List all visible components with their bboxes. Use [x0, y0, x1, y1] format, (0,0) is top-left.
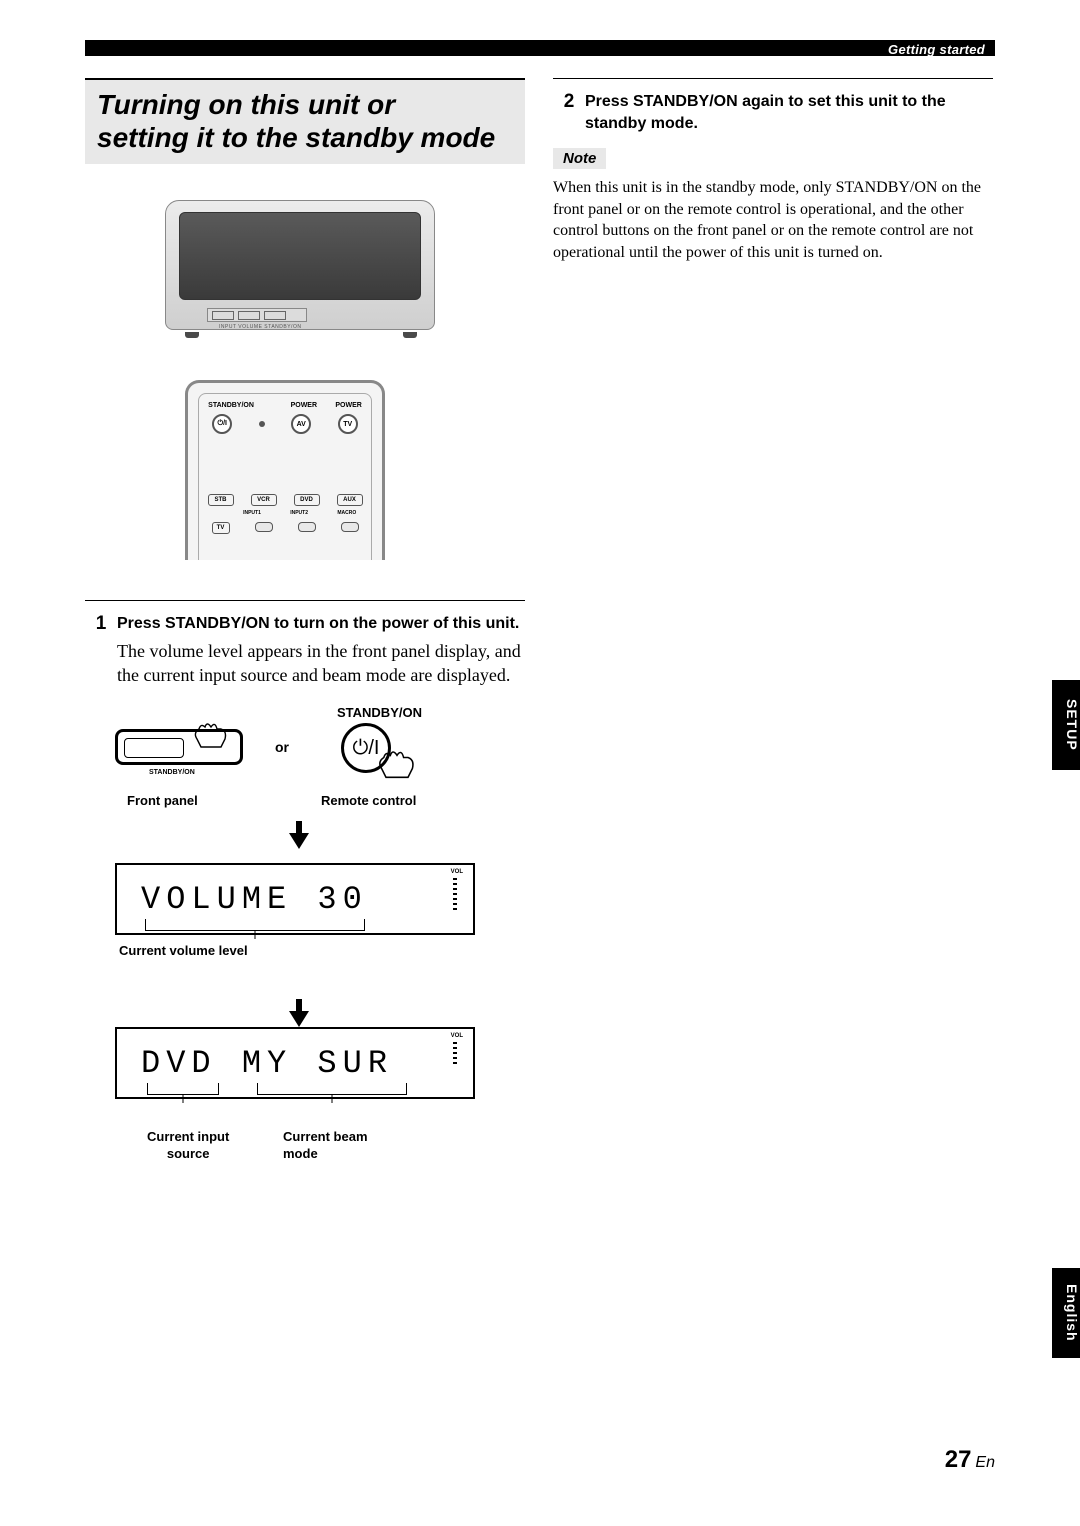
- title-line1: Turning on this unit or: [97, 88, 513, 121]
- step-heading: Press STANDBY/ON to turn on the power of…: [117, 613, 525, 635]
- remote-small-btn: [255, 522, 273, 532]
- caption-input: Current input source: [147, 1129, 229, 1163]
- separator: [85, 600, 525, 601]
- note-label: Note: [553, 148, 606, 169]
- remote-dvd: DVD: [294, 494, 320, 506]
- front-panel-small-label: STANDBY/ON: [149, 769, 195, 776]
- side-tab-setup: SETUP: [1052, 680, 1080, 770]
- remote-label: POWER: [335, 402, 361, 409]
- page-number-value: 27: [945, 1446, 972, 1473]
- front-panel-caption: Front panel: [127, 793, 198, 808]
- remote-led: [259, 421, 265, 427]
- hand-icon: [375, 745, 419, 781]
- device-panel-labels: INPUT VOLUME STANDBY/ON: [219, 324, 301, 330]
- section-title: Turning on this unit or setting it to th…: [85, 78, 525, 164]
- arrow-down-icon: [289, 833, 309, 849]
- note-text: When this unit is in the standby mode, o…: [553, 177, 993, 263]
- arrow-down-icon: [289, 1011, 309, 1027]
- header-bar: Getting started: [85, 40, 995, 56]
- remote-label: POWER: [291, 402, 317, 409]
- remote-small-btn: [298, 522, 316, 532]
- display-text: DVD MY SUR: [141, 1045, 393, 1082]
- step-2: 2 Press STANDBY/ON again to set this uni…: [553, 91, 993, 134]
- remote-tv2: TV: [212, 522, 230, 534]
- step-heading: Press STANDBY/ON again to set this unit …: [585, 91, 993, 134]
- separator: [553, 78, 993, 79]
- remote-vcr: VCR: [251, 494, 277, 506]
- step-1: 1 Press STANDBY/ON to turn on the power …: [85, 613, 525, 687]
- remote-av-btn: AV: [291, 414, 311, 434]
- remote-sublabel: INPUT1: [243, 510, 261, 516]
- step-number: 1: [85, 613, 117, 687]
- step-number: 2: [553, 91, 585, 134]
- display-source: VOL DVD MY SUR: [115, 1027, 475, 1099]
- figure-device-and-remote: INPUT VOLUME STANDBY/ON STANDBY/ON POWER…: [85, 200, 525, 580]
- or-label: or: [275, 739, 289, 755]
- remote-illustration: STANDBY/ON POWER POWER ⏻/I AV TV S: [185, 380, 385, 560]
- page-number: 27En: [945, 1446, 995, 1474]
- remote-tv-btn: TV: [338, 414, 358, 434]
- hand-icon: [191, 719, 231, 749]
- figure-standby-sequence: STANDBY/ON Front panel or STANDBY/ON ⏻/I…: [115, 705, 475, 1175]
- remote-sublabel: INPUT2: [290, 510, 308, 516]
- display-volume: VOL VOLUME 30: [115, 863, 475, 935]
- caption-beam: Current beam mode: [283, 1129, 368, 1163]
- header-section: Getting started: [888, 42, 985, 57]
- side-tab-english: English: [1052, 1268, 1080, 1358]
- remote-stb: STB: [208, 494, 234, 506]
- remote-small-btn: [341, 522, 359, 532]
- remote-aux: AUX: [337, 494, 363, 506]
- title-line2: setting it to the standby mode: [97, 121, 513, 154]
- remote-label: STANDBY/ON: [208, 402, 254, 409]
- device-illustration: INPUT VOLUME STANDBY/ON: [165, 200, 455, 350]
- page-lang: En: [975, 1454, 995, 1471]
- remote-standby-btn: ⏻/I: [212, 414, 232, 434]
- standby-label-top: STANDBY/ON: [337, 705, 422, 720]
- caption-volume: Current volume level: [119, 943, 248, 958]
- remote-sublabel: MACRO: [337, 510, 356, 516]
- display-text: VOLUME 30: [141, 881, 368, 918]
- step-description: The volume level appears in the front pa…: [117, 639, 525, 688]
- remote-control-caption: Remote control: [321, 793, 416, 808]
